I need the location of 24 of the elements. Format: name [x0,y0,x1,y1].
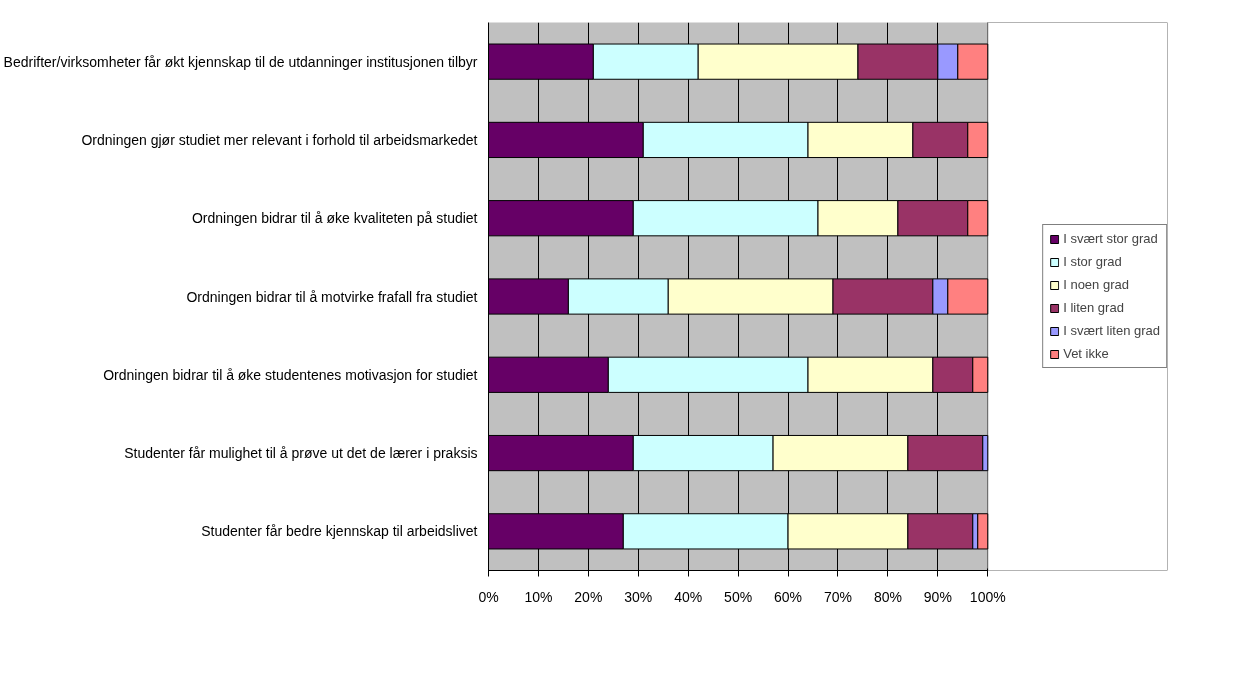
x-tick-label: 40% [674,588,703,605]
legend-label: I svært liten grad [1063,323,1160,338]
x-tick-label: 10% [524,588,553,605]
legend-label: I svært stor grad [1063,231,1158,246]
x-tick-label: 50% [724,588,753,605]
y-tick-label: Studenter får mulighet til å prøve ut det de lærer i praksis [124,445,478,462]
x-tick-label: 30% [624,588,653,605]
x-tick-label: 70% [823,588,853,605]
x-tick-label: 100% [969,588,1006,605]
legend-label: I stor grad [1063,254,1122,269]
x-tick-label: 60% [774,588,803,605]
x-tick-label: 20% [574,588,603,605]
y-tick-label: Studenter får bedre kjennskap til arbeidslivet [201,523,478,540]
y-tick-label: Ordningen bidrar til å øke studentenes motivasjon for studiet [103,366,478,383]
y-tick-label: Bedrifter/virksomheter får økt kjennskap til de utdanninger institusjonen tilbyr [3,53,478,70]
legend-label: I noen grad [1063,277,1129,292]
y-tick-label: Ordningen bidrar til å motvirke frafall fra studiet [186,288,478,305]
legend-label: I liten grad [1063,300,1124,315]
legend-label: Vet ikke [1063,346,1109,361]
x-tick-label: 0% [478,588,499,605]
y-tick-label: Ordningen bidrar til å øke kvaliteten på studiet [191,210,478,227]
x-tick-label: 90% [923,588,952,605]
y-tick-label: Ordningen gjør studiet mer relevant i forhold til arbeidsmarkedet [81,131,478,148]
x-tick-label: 80% [873,588,902,605]
